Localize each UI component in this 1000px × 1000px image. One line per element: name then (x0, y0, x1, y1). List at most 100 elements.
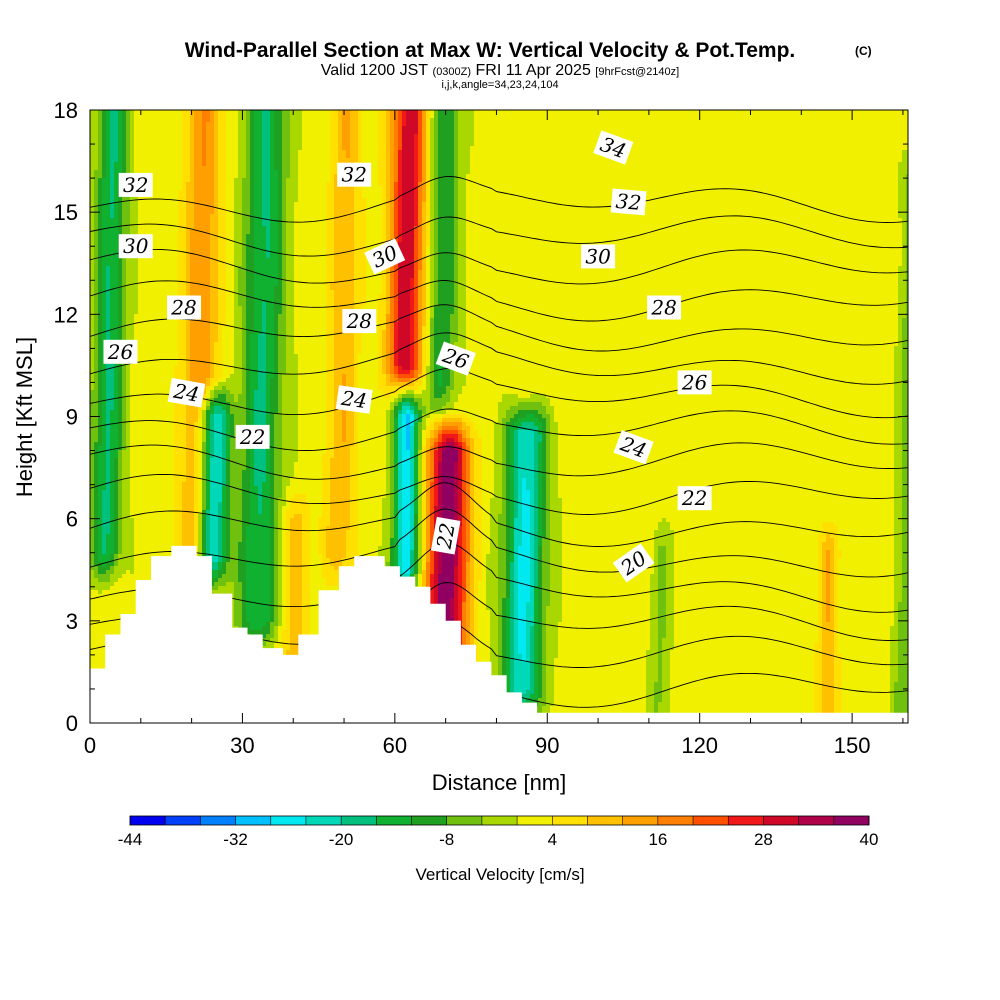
velocity-cell (454, 126, 459, 131)
velocity-cell (862, 118, 867, 123)
velocity-cell (554, 138, 559, 143)
velocity-cell (150, 146, 155, 151)
velocity-cell (326, 198, 331, 203)
velocity-cell (178, 170, 183, 175)
velocity-cell (858, 110, 863, 115)
velocity-cell (246, 190, 251, 195)
velocity-cell (170, 126, 175, 131)
velocity-cell (214, 198, 219, 203)
velocity-cell (722, 154, 727, 159)
velocity-cell (762, 166, 767, 171)
velocity-cell (730, 186, 735, 191)
velocity-cell (94, 166, 99, 171)
velocity-cell (174, 154, 179, 159)
velocity-cell (538, 122, 543, 127)
velocity-cell (334, 162, 339, 167)
velocity-cell (406, 182, 411, 187)
velocity-cell (386, 198, 391, 203)
velocity-cell (218, 110, 223, 115)
velocity-cell (710, 178, 715, 183)
velocity-cell (410, 142, 415, 147)
velocity-cell (398, 118, 403, 123)
velocity-cell (526, 150, 531, 155)
velocity-cell (786, 134, 791, 139)
velocity-cell (178, 134, 183, 139)
velocity-cell (650, 146, 655, 151)
velocity-cell (802, 114, 807, 119)
velocity-cell (758, 130, 763, 135)
velocity-cell (118, 118, 123, 123)
velocity-cell (810, 138, 815, 143)
velocity-cell (366, 202, 371, 207)
velocity-cell (442, 178, 447, 183)
velocity-cell (806, 194, 811, 199)
velocity-cell (642, 154, 647, 159)
velocity-cell (782, 114, 787, 119)
velocity-cell (126, 150, 131, 155)
velocity-cell (258, 166, 263, 171)
velocity-cell (322, 158, 327, 163)
velocity-cell (190, 154, 195, 159)
velocity-cell (838, 198, 843, 203)
velocity-cell (754, 126, 759, 131)
velocity-cell (406, 110, 411, 115)
velocity-cell (414, 114, 419, 119)
velocity-cell (498, 154, 503, 159)
velocity-cell (350, 130, 355, 135)
velocity-cell (218, 118, 223, 123)
velocity-cell (542, 110, 547, 115)
velocity-cell (526, 170, 531, 175)
velocity-cell (550, 118, 555, 123)
velocity-cell (478, 186, 483, 191)
velocity-cell (718, 114, 723, 119)
velocity-cell (854, 118, 859, 123)
velocity-cell (562, 138, 567, 143)
velocity-cell (522, 158, 527, 163)
velocity-cell (826, 150, 831, 155)
velocity-cell (674, 158, 679, 163)
velocity-cell (826, 110, 831, 115)
velocity-cell (206, 130, 211, 135)
velocity-cell (686, 198, 691, 203)
velocity-cell (154, 142, 159, 147)
velocity-cell (226, 110, 231, 115)
velocity-cell (278, 206, 283, 211)
velocity-cell (286, 190, 291, 195)
velocity-cell (554, 182, 559, 187)
velocity-cell (278, 134, 283, 139)
velocity-cell (102, 146, 107, 151)
velocity-cell (262, 190, 267, 195)
velocity-cell (814, 202, 819, 207)
velocity-cell (890, 150, 895, 155)
velocity-cell (830, 138, 835, 143)
velocity-cell (606, 198, 611, 203)
velocity-cell (850, 146, 855, 151)
velocity-cell (214, 170, 219, 175)
velocity-cell (218, 130, 223, 135)
velocity-cell (730, 114, 735, 119)
velocity-cell (782, 198, 787, 203)
velocity-cell (150, 130, 155, 135)
velocity-cell (822, 162, 827, 167)
velocity-cell (886, 174, 891, 179)
velocity-cell (614, 130, 619, 135)
velocity-cell (714, 162, 719, 167)
velocity-cell (326, 174, 331, 179)
velocity-cell (222, 114, 227, 119)
velocity-cell (726, 138, 731, 143)
velocity-cell (206, 162, 211, 167)
velocity-cell (294, 190, 299, 195)
forecast-info: [9hrFcst@2140z] (595, 66, 679, 78)
velocity-cell (110, 110, 115, 115)
velocity-cell (742, 110, 747, 115)
velocity-cell (434, 154, 439, 159)
velocity-cell (506, 154, 511, 159)
velocity-cell (282, 198, 287, 203)
velocity-cell (302, 178, 307, 183)
velocity-cell (378, 134, 383, 139)
velocity-cell (786, 178, 791, 183)
velocity-cell (402, 122, 407, 127)
velocity-cell (626, 154, 631, 159)
velocity-cell (730, 122, 735, 127)
velocity-cell (98, 170, 103, 175)
